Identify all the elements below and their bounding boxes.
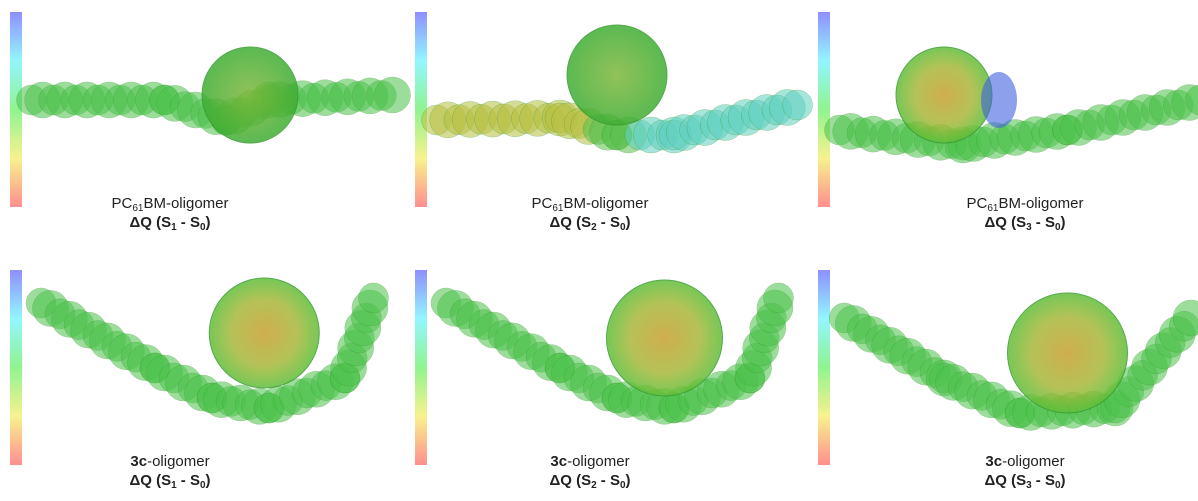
delta-text: ΔQ (S (549, 472, 591, 489)
molecule-surface (783, 90, 813, 120)
color-scale-bar (415, 12, 427, 207)
delta-label: ΔQ (S3 - S0) (875, 471, 1175, 490)
fullerene-surface (1008, 293, 1128, 413)
molecule-name: PC61BM-oligomer (440, 194, 740, 213)
delta-text: ) (626, 472, 631, 489)
delta-text: ) (206, 214, 211, 231)
molecule-prefix: PC (112, 195, 133, 212)
molecule-name: PC61BM-oligomer (875, 194, 1175, 213)
color-scale-bar (818, 12, 830, 207)
artwork (0, 0, 1198, 501)
molecule-prefix: PC (532, 195, 553, 212)
delta-text: ) (1061, 214, 1066, 231)
molecule-name: 3c-oligomer (20, 452, 320, 471)
delta-text: ) (206, 472, 211, 489)
molecule-suffix: -oligomer (567, 453, 630, 470)
delta-text: - S (597, 472, 620, 489)
fullerene-surface (209, 278, 319, 388)
delta-text: - S (1032, 472, 1055, 489)
delta-text: - S (1032, 214, 1055, 231)
molecule-prefix: PC (967, 195, 988, 212)
delta-text: ΔQ (S (984, 214, 1026, 231)
delta-text: ΔQ (S (129, 214, 171, 231)
molecule-suffix: BM-oligomer (998, 195, 1083, 212)
delta-text: ) (1061, 472, 1066, 489)
molecule-surface (375, 77, 411, 113)
delta-label: ΔQ (S1 - S0) (20, 213, 320, 232)
molecule-suffix: -oligomer (147, 453, 210, 470)
color-scale-bar (415, 270, 427, 465)
molecule-name: PC61BM-oligomer (20, 194, 320, 213)
molecule-surface (359, 283, 389, 313)
delta-label: ΔQ (S3 - S0) (875, 213, 1175, 232)
fullerene-surface (202, 47, 298, 143)
delta-label: ΔQ (S1 - S0) (20, 471, 320, 490)
molecule-suffix: BM-oligomer (563, 195, 648, 212)
fullerene-surface (567, 25, 667, 125)
delta-text: - S (597, 214, 620, 231)
delta-text: ΔQ (S (129, 472, 171, 489)
figure: PC61BM-oligomerΔQ (S1 - S0)PC61BM-oligom… (0, 0, 1198, 501)
delta-label: ΔQ (S2 - S0) (440, 213, 740, 232)
delta-text: ΔQ (S (984, 472, 1026, 489)
fullerene-surface (607, 280, 723, 396)
molecule-code: 3c (550, 453, 567, 470)
molecule-suffix: BM-oligomer (143, 195, 228, 212)
molecule-code: 3c (130, 453, 147, 470)
molecule-code: 3c (985, 453, 1002, 470)
fullerene-surface (896, 47, 992, 143)
delta-text: - S (177, 214, 200, 231)
molecule-name: 3c-oligomer (440, 452, 740, 471)
color-scale-bar (10, 270, 22, 465)
molecule-name: 3c-oligomer (875, 452, 1175, 471)
delta-label: ΔQ (S2 - S0) (440, 471, 740, 490)
color-scale-bar (818, 270, 830, 465)
molecule-suffix: -oligomer (1002, 453, 1065, 470)
delta-text: - S (177, 472, 200, 489)
delta-text: ΔQ (S (549, 214, 591, 231)
delta-text: ) (626, 214, 631, 231)
charge-region (981, 72, 1017, 128)
molecule-surface (764, 283, 794, 313)
